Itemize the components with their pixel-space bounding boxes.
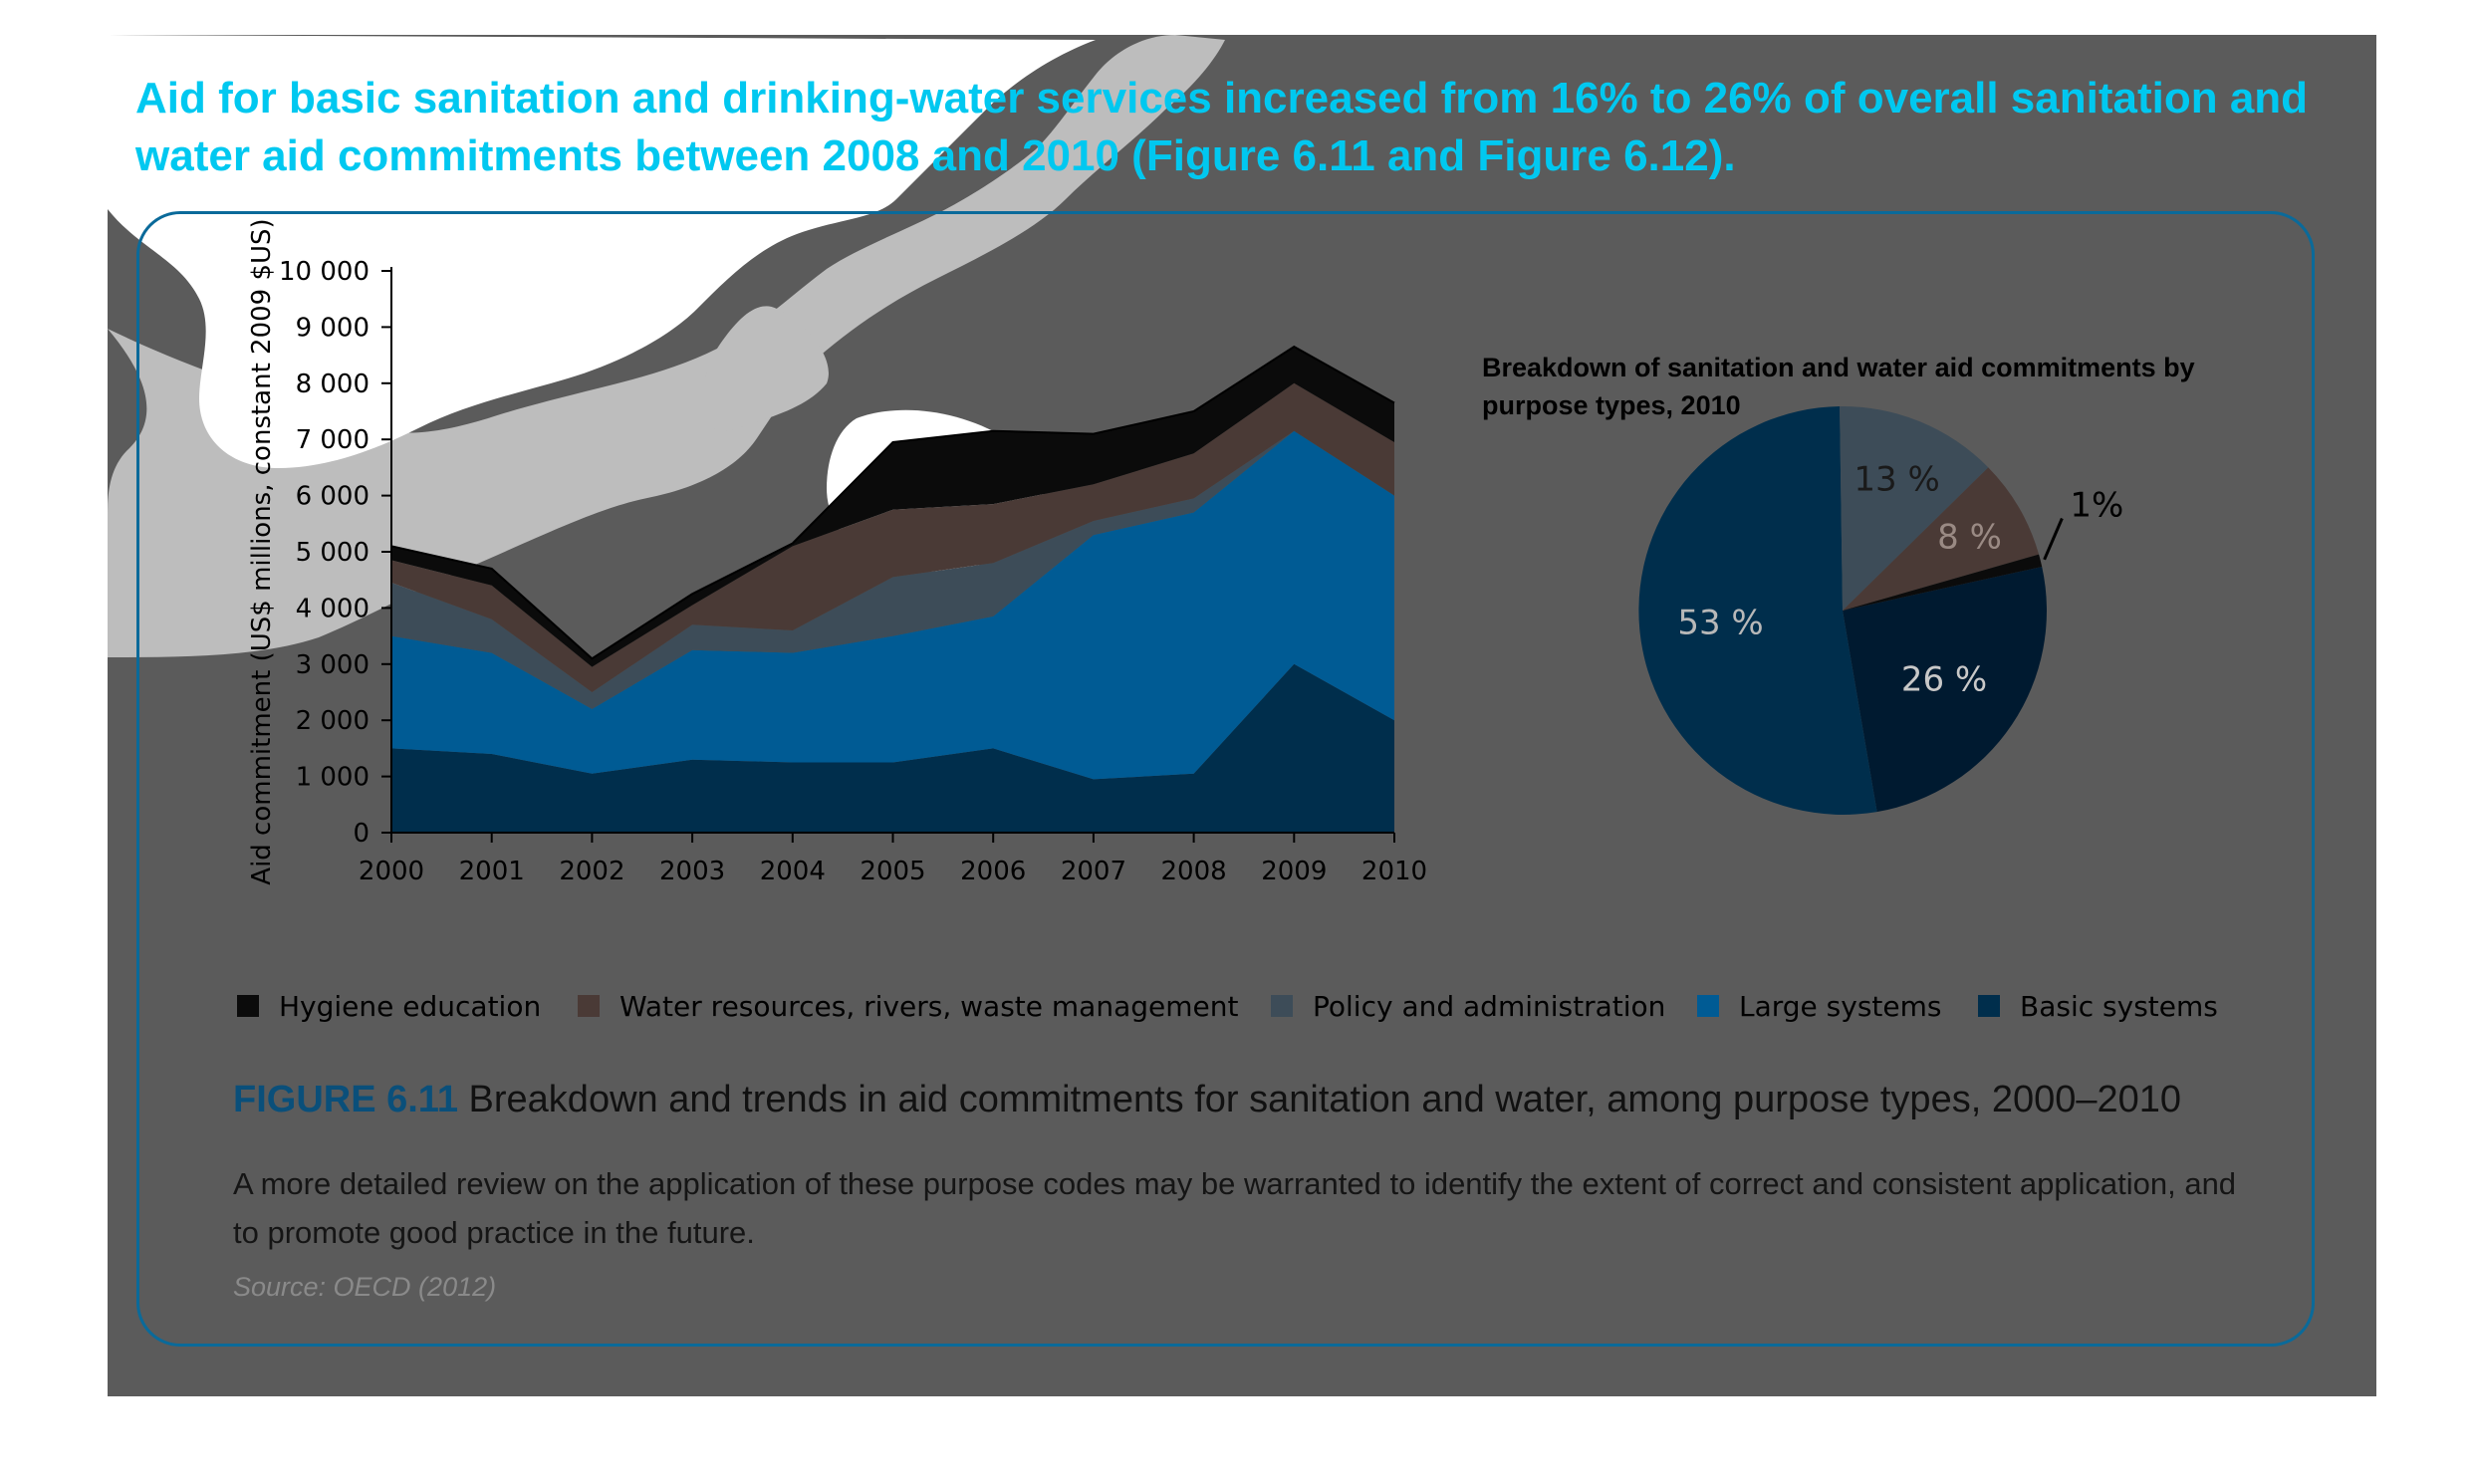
area-series-layer: [390, 345, 1395, 833]
pie-slice-policy-and-administration: [1840, 405, 1989, 611]
area-series-basic-systems: [391, 663, 1394, 833]
pie-slice-label: 8 %: [1937, 518, 2002, 558]
legend-item-hygiene-education: Hygiene education: [237, 986, 541, 1026]
legend-item-basic-systems: Basic systems: [1978, 986, 2218, 1026]
x-tick-label: 2003: [659, 857, 725, 886]
y-tick-label: 0: [353, 819, 370, 849]
x-tick-label: 2009: [1261, 857, 1327, 886]
x-tick-label: 2001: [459, 857, 525, 886]
y-tick-label: 10 000: [279, 257, 370, 287]
legend-item-large-systems: Large systems: [1697, 986, 1942, 1026]
pie-slice-label: 1%: [2070, 485, 2123, 525]
stack-total-line: [390, 345, 1395, 660]
legend-label: Water resources, rivers, waste managemen…: [619, 989, 1239, 1023]
legend-swatch: [578, 995, 600, 1017]
legend-swatch: [1271, 995, 1293, 1017]
pie-slice-hygiene-education: [1843, 554, 2043, 611]
chart-axes: 0 1 000 2 000 3 000 4 000 5 000 6 000 7 000 8 00…: [247, 218, 1427, 886]
figure-description: A more detailed review on the applicatio…: [233, 1166, 2237, 1250]
y-tick-label: 1 000: [296, 763, 370, 793]
y-tick-label: 2 000: [296, 706, 370, 736]
legend-item-policy-administration: Policy and administration: [1271, 986, 1665, 1026]
legend-swatch: [237, 995, 259, 1017]
figure-caption-text: Breakdown and trends in aid commitments …: [457, 1079, 2182, 1120]
y-axis-label: Aid commitment (US$ millions, constant 2…: [247, 218, 277, 884]
x-tick-label: 2002: [559, 857, 624, 886]
y-tick-label: 7 000: [296, 425, 370, 455]
grey-blob-shape-2: [701, 306, 829, 431]
figure-source: Source: OECD (2012): [233, 1272, 497, 1302]
x-tick-label: 2005: [860, 857, 925, 886]
y-tick-label: 9 000: [296, 313, 370, 343]
headline: Aid for basic sanitation and drinking-wa…: [135, 74, 2309, 180]
legend-label: Hygiene education: [279, 989, 542, 1023]
x-tick-label: 2004: [760, 857, 826, 886]
figure-frame: [136, 211, 2315, 1347]
y-tick-label: 5 000: [296, 538, 370, 568]
x-tick-label: 2006: [960, 857, 1026, 886]
legend-item-water-resources: Water resources, rivers, waste managemen…: [578, 986, 1238, 1026]
grey-blob-shape: [108, 35, 1225, 657]
legend-swatch: [1978, 995, 2000, 1017]
legend-swatch: [1697, 995, 1719, 1017]
pie-chart-title: Breakdown of sanitation and water aid co…: [1482, 353, 2195, 420]
pie-slice-water-resources-rivers-waste-management: [1843, 467, 2040, 611]
pie-slice-basic-systems: [1843, 567, 2047, 813]
x-tick-label: 2010: [1361, 857, 1427, 886]
pie-leader-line: [2043, 517, 2064, 561]
y-tick-label: 4 000: [296, 594, 370, 623]
legend-label: Policy and administration: [1313, 989, 1666, 1023]
white-blob-shape-2: [262, 218, 370, 313]
x-tick-label: 2000: [359, 857, 424, 886]
white-blob-shape: [108, 35, 1096, 468]
legend-label: Large systems: [1739, 989, 1942, 1023]
area-series-water-resources-rivers-waste-management: [391, 382, 1394, 692]
figure-number: FIGURE 6.11: [233, 1079, 458, 1120]
pie-slice-label: 26 %: [1901, 660, 1987, 700]
pie-slice-label: 13 %: [1854, 459, 1939, 499]
area-series-hygiene-education: [391, 347, 1394, 667]
figure-caption: FIGURE 6.11 Breakdown and trends in aid …: [233, 1079, 2345, 1121]
legend-label: Basic systems: [2020, 989, 2218, 1023]
y-tick-label: 8 000: [296, 370, 370, 399]
y-tick-label: 6 000: [296, 482, 370, 512]
y-tick-label: 3 000: [296, 650, 370, 680]
pie-slice-label: 53 %: [1677, 603, 1763, 642]
pie-chart: 26 % 53 % 13 % 8 % 1%: [1638, 405, 2123, 815]
area-series-large-systems: [391, 430, 1394, 780]
pie-slice-large-systems: [1638, 406, 1877, 815]
x-tick-label: 2007: [1061, 857, 1126, 886]
x-tick-label: 2008: [1161, 857, 1227, 886]
